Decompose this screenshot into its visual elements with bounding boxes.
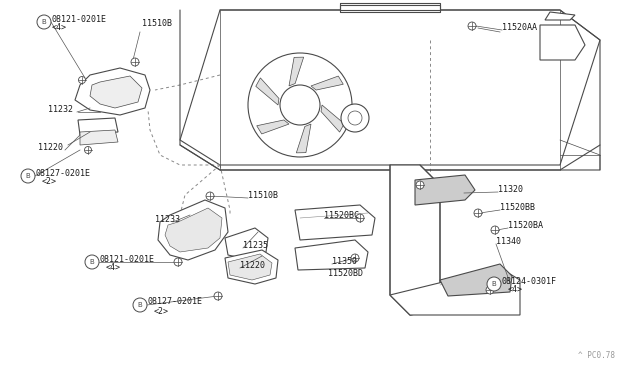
Circle shape — [491, 226, 499, 234]
Polygon shape — [78, 118, 118, 135]
Text: 11520AA: 11520AA — [502, 23, 537, 32]
Polygon shape — [225, 250, 278, 284]
Text: 11340: 11340 — [496, 237, 521, 247]
Circle shape — [468, 22, 476, 30]
Polygon shape — [390, 268, 520, 315]
Circle shape — [351, 254, 359, 262]
Text: B: B — [138, 302, 142, 308]
Text: 11233: 11233 — [155, 215, 180, 224]
Text: 11510B: 11510B — [142, 19, 172, 29]
Circle shape — [356, 214, 364, 222]
Circle shape — [79, 77, 86, 83]
Polygon shape — [180, 10, 600, 165]
Text: 11520BB: 11520BB — [500, 203, 535, 212]
Circle shape — [341, 104, 369, 132]
Text: 11510B: 11510B — [248, 192, 278, 201]
Circle shape — [214, 292, 222, 300]
Text: 08121-0201E: 08121-0201E — [100, 254, 155, 263]
Polygon shape — [165, 208, 222, 252]
Polygon shape — [80, 130, 118, 145]
Polygon shape — [545, 12, 575, 20]
Circle shape — [248, 53, 352, 157]
Polygon shape — [296, 124, 311, 153]
Circle shape — [85, 255, 99, 269]
Text: B: B — [42, 19, 46, 25]
Text: 11520BA: 11520BA — [508, 221, 543, 231]
Polygon shape — [75, 68, 150, 115]
Circle shape — [21, 169, 35, 183]
Circle shape — [206, 192, 214, 200]
Circle shape — [487, 277, 501, 291]
Circle shape — [174, 258, 182, 266]
Circle shape — [131, 58, 139, 66]
Text: 08124-0301F: 08124-0301F — [502, 276, 557, 285]
Circle shape — [474, 209, 482, 217]
Circle shape — [416, 181, 424, 189]
Polygon shape — [90, 76, 142, 108]
Text: <2>: <2> — [42, 177, 57, 186]
Text: 11232: 11232 — [48, 106, 73, 115]
Circle shape — [37, 15, 51, 29]
Text: ^ PC0.78: ^ PC0.78 — [578, 351, 615, 360]
Text: <2>: <2> — [154, 307, 169, 315]
Text: B: B — [26, 173, 30, 179]
Polygon shape — [321, 105, 344, 132]
Polygon shape — [257, 120, 289, 134]
Text: 11320: 11320 — [498, 186, 523, 195]
Polygon shape — [158, 200, 228, 260]
Text: 11350: 11350 — [332, 257, 357, 266]
Polygon shape — [225, 228, 268, 260]
Polygon shape — [311, 76, 343, 90]
Text: 11520BC: 11520BC — [324, 212, 359, 221]
Text: B: B — [90, 259, 94, 265]
Text: 08127-0201E: 08127-0201E — [36, 169, 91, 177]
Text: B: B — [492, 281, 497, 287]
Text: <4>: <4> — [106, 263, 121, 273]
Polygon shape — [228, 254, 272, 280]
Text: 11220: 11220 — [240, 262, 265, 270]
Circle shape — [486, 286, 494, 294]
Polygon shape — [540, 25, 585, 60]
Text: 08121-0201E: 08121-0201E — [52, 15, 107, 23]
Polygon shape — [256, 78, 279, 105]
Text: 11235: 11235 — [243, 241, 268, 250]
Circle shape — [84, 147, 92, 154]
Circle shape — [348, 111, 362, 125]
Text: <4>: <4> — [508, 285, 523, 295]
Polygon shape — [289, 57, 303, 86]
Polygon shape — [340, 5, 440, 10]
Polygon shape — [440, 264, 512, 296]
Text: 08127-0201E: 08127-0201E — [148, 298, 203, 307]
Polygon shape — [295, 205, 375, 240]
Circle shape — [280, 85, 320, 125]
Text: 11220: 11220 — [38, 144, 63, 153]
Text: 11520BD: 11520BD — [328, 269, 363, 278]
Polygon shape — [415, 175, 475, 205]
Circle shape — [133, 298, 147, 312]
Text: <4>: <4> — [52, 23, 67, 32]
Polygon shape — [390, 165, 440, 315]
Polygon shape — [295, 240, 368, 270]
